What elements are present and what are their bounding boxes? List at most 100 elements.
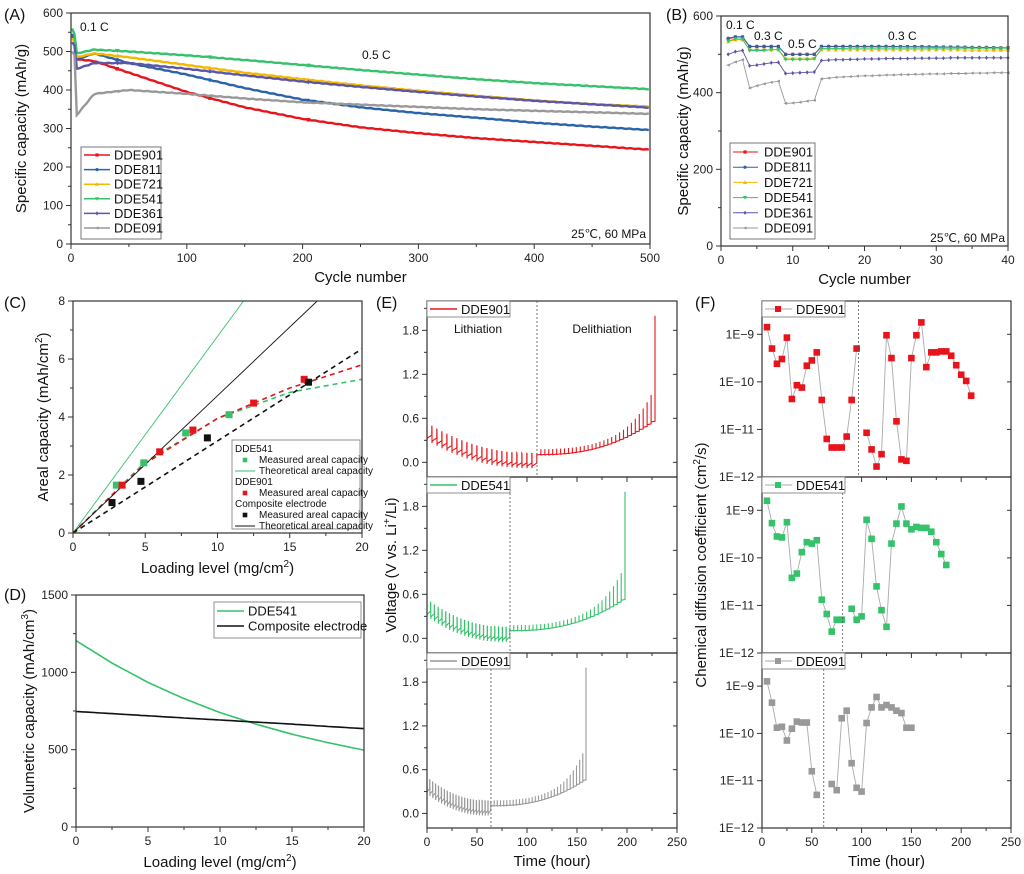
panel-label-c: (C) xyxy=(4,295,26,312)
data-point-DDE541 xyxy=(876,46,881,51)
a-ytick-label: 300 xyxy=(43,122,63,136)
data-point-DDE361 xyxy=(748,63,752,68)
x-axis-title-e: Time (hour) xyxy=(514,853,591,870)
data-point-DDE901 xyxy=(868,446,875,453)
legend-marker-DDE091 xyxy=(742,226,747,230)
e-DDE541-ytick-label: 1.8 xyxy=(402,499,419,513)
d-xtick-label: 5 xyxy=(145,834,152,848)
panel-label-a: (A) xyxy=(4,7,25,24)
data-point-DDE541 xyxy=(937,550,945,558)
f-DDE091-xtick-label: 0 xyxy=(759,835,766,849)
data-point-DDE541 xyxy=(991,46,996,51)
f-DDE541-ytick-label: 1E−11 xyxy=(720,598,754,612)
data-point-DDE541 xyxy=(747,48,752,53)
data-point-DDE541 xyxy=(868,535,875,543)
legend-label: DDE541 xyxy=(248,604,297,619)
data-point-DDE811 xyxy=(798,52,802,56)
data-point-DDE541 xyxy=(918,524,925,532)
data-point-DDE091 xyxy=(883,701,890,709)
data-point-DDE541 xyxy=(848,46,853,51)
y-axis-title-a: Specific capacity (mAh/g) xyxy=(13,44,30,213)
data-point-DDE541 xyxy=(919,46,924,51)
data-point-DDE541 xyxy=(818,596,826,604)
data-point-DDE361 xyxy=(855,57,859,62)
data-point-DDE811 xyxy=(791,52,795,56)
series-line-DDE091 xyxy=(728,59,1008,104)
legend-label-DDE811: DDE811 xyxy=(764,160,812,175)
data-point-DDE541 xyxy=(115,49,120,54)
data-point-DDE901 xyxy=(967,392,975,399)
data-point-DDE091 xyxy=(763,678,771,685)
panel-label-f: (F) xyxy=(695,295,715,312)
legend-label-DDE541: DDE541 xyxy=(764,190,813,205)
series-line-DDE811 xyxy=(728,36,1008,55)
data-point-DDE361 xyxy=(733,49,737,54)
data-point-DDE091 xyxy=(948,71,953,76)
data-point-DDE091 xyxy=(306,100,311,105)
data-point-DDE541 xyxy=(740,37,745,42)
data-point-DDE091 xyxy=(955,71,960,76)
data-point-DDE811 xyxy=(783,52,788,56)
annotation-rate-0.3c: 0.3 C xyxy=(754,29,783,43)
data-point-DDE541 xyxy=(853,616,860,624)
b-xtick-label: 0 xyxy=(718,253,725,267)
data-point-DDE361 xyxy=(877,56,881,62)
data-point-DDE541 xyxy=(913,523,920,531)
data-point-DDE901 xyxy=(793,381,801,389)
a-xtick-label: 100 xyxy=(177,251,197,265)
a-xtick-label: 500 xyxy=(640,251,660,265)
data-point-DDE361 xyxy=(992,55,996,60)
f-DDE091-xtick-label: 250 xyxy=(1001,835,1021,849)
data-point-DDE541 xyxy=(833,616,840,624)
data-point-DDE091 xyxy=(819,77,824,81)
e-DDE091-ytick-label: 0.6 xyxy=(402,763,419,777)
data-point-DDE541 xyxy=(768,519,776,527)
legend-label-DDE901: DDE901 xyxy=(796,302,845,317)
data-point-DDE541 xyxy=(754,48,759,53)
data-point-DDE091 xyxy=(826,76,831,80)
panel-label-b: (B) xyxy=(666,7,687,24)
series-line-DDE541 xyxy=(71,28,649,91)
legend-marker-DDE721 xyxy=(94,182,100,186)
data-point-DDE541 xyxy=(306,63,311,68)
data-point-DDE541 xyxy=(773,533,781,540)
y-axis-title-b: Specific capacity (mAh/g) xyxy=(675,46,692,215)
data-point-DDE091 xyxy=(912,72,917,76)
e-DDE541-ytick-label: 1.2 xyxy=(402,543,419,557)
data-point-DDE091 xyxy=(903,724,910,732)
e-DDE091-xtick-label: 0 xyxy=(424,835,431,849)
data-point-DDE091 xyxy=(773,724,781,732)
e-DDE091-xtick-label: 100 xyxy=(517,835,537,849)
data-point-DDE091 xyxy=(962,71,967,76)
f-DDE541-ytick-label: 1E−9 xyxy=(726,503,755,517)
panel-label-e: (E) xyxy=(376,295,397,312)
data-point-DDE091 xyxy=(893,707,900,715)
legend-marker-DDE541 xyxy=(94,197,100,201)
data-point-DDE091 xyxy=(726,63,730,67)
data-point-DDE091 xyxy=(793,718,801,725)
annotation-rate-0.3c-b: 0.3 C xyxy=(888,29,917,43)
legend-marker xyxy=(242,490,248,496)
c-xtick-label: 20 xyxy=(355,540,369,554)
d-xtick-label: 10 xyxy=(213,834,227,848)
data-point-DDE901 xyxy=(838,444,845,451)
series-line-DDE541 xyxy=(728,38,1008,61)
legend-label: Measured areal capacity xyxy=(259,488,368,499)
data-point-DDE091 xyxy=(873,693,880,701)
data-point-DDE361 xyxy=(870,56,874,62)
data-point-DDE541 xyxy=(888,540,895,547)
d-ytick-label: 1500 xyxy=(41,588,68,602)
legend-marker-DDE091 xyxy=(775,658,781,664)
f-DDE091-xtick-label: 200 xyxy=(951,835,971,849)
data-point-DDE541 xyxy=(955,46,960,51)
series-line-DDE811 xyxy=(71,33,650,132)
c-xtick-label: 5 xyxy=(142,540,149,554)
data-point-DDE091 xyxy=(812,98,816,102)
data-point-DDE091 xyxy=(761,82,766,86)
data-point-DDE541-measured xyxy=(182,429,190,437)
data-point-DDE361 xyxy=(841,57,845,62)
data-point-DDE901 xyxy=(763,323,771,331)
a-xtick-label: 200 xyxy=(293,251,313,265)
data-point-DDE901 xyxy=(863,429,870,437)
data-point-DDE901 xyxy=(828,444,836,451)
